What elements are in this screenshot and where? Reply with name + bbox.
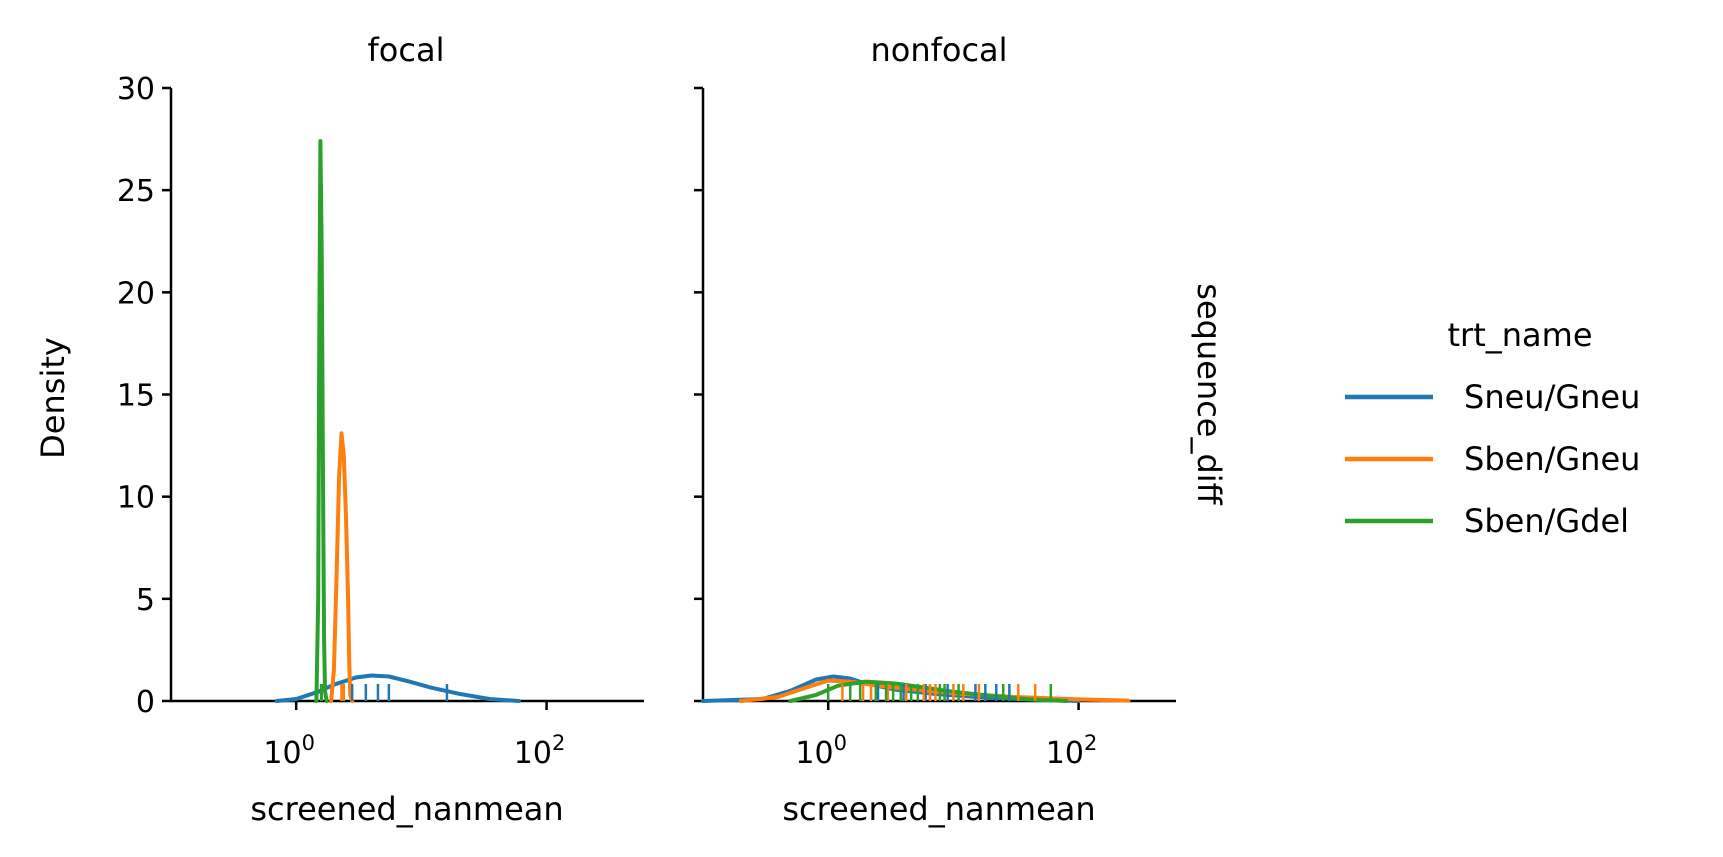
density-curve-sben-gneu (329, 431, 355, 703)
x-axis-label-nonfocal: screened_nanmean (782, 790, 1095, 828)
x-axis-ticks-nonfocal: 100 102 (795, 701, 1097, 771)
y-tick-label: 25 (117, 174, 155, 209)
panel-title-nonfocal: nonfocal (870, 31, 1007, 69)
x-tick-base: 10 (1046, 736, 1084, 771)
legend-label-sben-gdel: Sben/Gdel (1464, 502, 1629, 540)
x-tick-exponent: 2 (1084, 731, 1097, 755)
x-tick-label: 100 (795, 731, 847, 771)
y-tick-label: 5 (136, 583, 155, 618)
x-axis-ticks-focal: 100 102 (263, 701, 565, 771)
panel-title-focal: focal (368, 31, 445, 69)
density-curves-nonfocal (701, 674, 1131, 703)
y-axis-label: Density (34, 337, 72, 459)
y-tick-label: 30 (117, 72, 155, 107)
rug-marks-nonfocal (826, 684, 1053, 701)
x-tick-exponent: 0 (834, 731, 847, 755)
x-tick-label: 102 (514, 731, 566, 771)
y-tick-label: 20 (117, 276, 155, 311)
y-tick-label: 15 (117, 379, 155, 414)
x-tick-exponent: 0 (302, 731, 315, 755)
rug-marks-focal (319, 684, 449, 701)
legend-label-sneu-gneu: Sneu/Gneu (1464, 378, 1640, 416)
panel-nonfocal: nonfocal 100 102 screened_nanmean (694, 31, 1176, 828)
y-tick-label: 10 (117, 481, 155, 516)
density-curve-sben-gdel (314, 139, 329, 703)
legend-label-sben-gneu: Sben/Gneu (1464, 440, 1640, 478)
x-tick-base: 10 (263, 736, 301, 771)
legend: trt_name Sneu/Gneu Sben/Gneu Sben/Gdel (1345, 316, 1640, 540)
x-tick-base: 10 (514, 736, 552, 771)
x-tick-label: 100 (263, 731, 315, 771)
x-tick-base: 10 (795, 736, 833, 771)
y-axis-ticks-focal: 0 5 10 15 20 25 30 (117, 72, 171, 720)
x-tick-label: 102 (1046, 731, 1098, 771)
density-curves-focal (274, 139, 521, 703)
density-curve-sneu-gneu (274, 673, 521, 703)
row-label: sequence_diff (1190, 283, 1228, 505)
legend-title: trt_name (1448, 316, 1593, 354)
y-tick-label: 0 (136, 685, 155, 720)
y-axis-ticks-nonfocal (694, 86, 703, 703)
x-axis-label-focal: screened_nanmean (250, 790, 563, 828)
x-tick-exponent: 2 (552, 731, 565, 755)
